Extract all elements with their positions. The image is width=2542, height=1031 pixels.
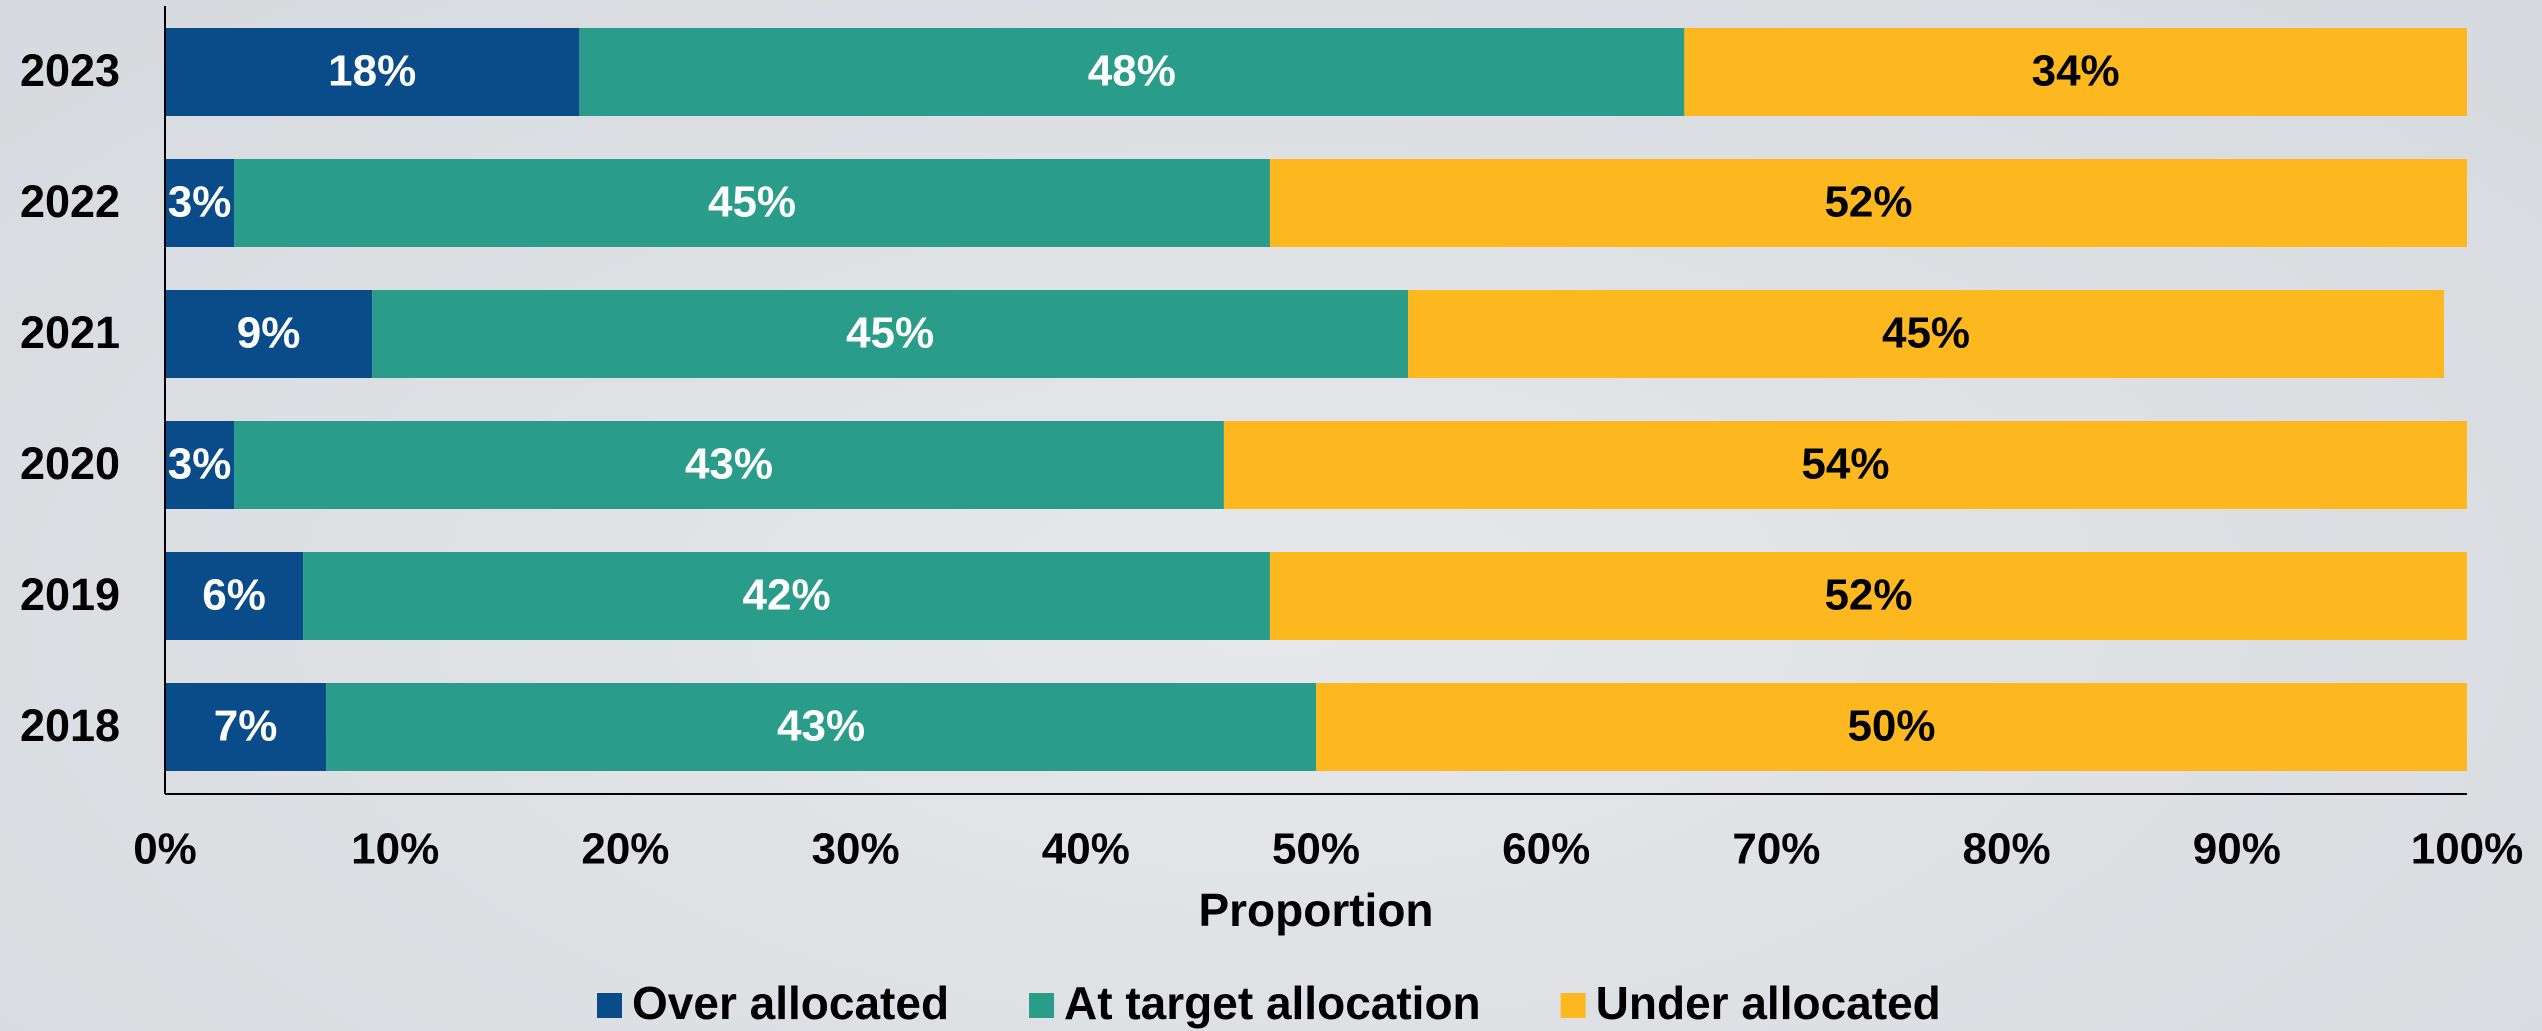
bar-segment [234, 421, 1224, 509]
data-label: 52% [1824, 571, 1912, 620]
data-label: 48% [1088, 47, 1176, 96]
bar-segment [1684, 28, 2467, 116]
data-label: 9% [237, 309, 301, 358]
x-tick-label: 70% [1732, 825, 1820, 874]
bar-segment [326, 683, 1316, 771]
data-label: 18% [328, 47, 416, 96]
data-label: 7% [214, 702, 278, 751]
x-tick-label: 40% [1042, 825, 1130, 874]
data-label: 3% [168, 178, 232, 227]
data-label: 43% [685, 440, 773, 489]
bar-segment [165, 552, 304, 640]
data-label: 43% [777, 702, 865, 751]
bar-segment [234, 159, 1270, 247]
x-tick-label: 50% [1272, 825, 1360, 874]
legend-swatch [1029, 993, 1055, 1018]
bar-segment [165, 28, 580, 116]
data-label: 6% [202, 571, 266, 620]
x-tick-label: 20% [581, 825, 669, 874]
x-tick-label: 10% [351, 825, 439, 874]
x-tick-label: 0% [133, 825, 197, 874]
bar-segment [1269, 159, 2467, 247]
data-label: 52% [1824, 178, 1912, 227]
bar-segment [165, 159, 235, 247]
data-label: 50% [1847, 702, 1935, 751]
y-tick-label: 2021 [20, 307, 120, 358]
x-tick-label: 60% [1502, 825, 1590, 874]
x-tick-label: 30% [812, 825, 900, 874]
bar-segment [1408, 290, 2444, 378]
y-tick-label: 2023 [20, 45, 120, 96]
bar-segment [165, 683, 327, 771]
bar-segment [165, 421, 235, 509]
bar-segment [165, 290, 373, 378]
bar-segment [579, 28, 1685, 116]
y-tick-label: 2019 [20, 569, 120, 620]
data-label: 34% [2032, 47, 2120, 96]
legend-swatch [1560, 993, 1586, 1018]
bar-segment [303, 552, 1270, 640]
data-label: 54% [1801, 440, 1889, 489]
data-label: 45% [1882, 309, 1970, 358]
legend-label: Over allocated [632, 977, 949, 1029]
legend-swatch [597, 993, 622, 1018]
y-tick-label: 2022 [20, 176, 120, 227]
data-label: 45% [846, 309, 934, 358]
data-label: 45% [708, 178, 796, 227]
data-label: 3% [168, 440, 232, 489]
legend-label: Under allocated [1596, 977, 1941, 1029]
bar-segment [372, 290, 1409, 378]
bar-segment [1223, 421, 2467, 509]
y-tick-label: 2020 [20, 438, 120, 489]
x-axis-title: Proportion [1198, 884, 1433, 936]
legend-label: At target allocation [1064, 977, 1481, 1029]
bar-segment [1316, 683, 2467, 771]
x-tick-label: 80% [1963, 825, 2051, 874]
data-label: 42% [743, 571, 831, 620]
x-tick-label: 100% [2411, 825, 2524, 874]
bar-segment [1269, 552, 2467, 640]
x-tick-label: 90% [2193, 825, 2281, 874]
y-tick-label: 2018 [20, 700, 120, 751]
